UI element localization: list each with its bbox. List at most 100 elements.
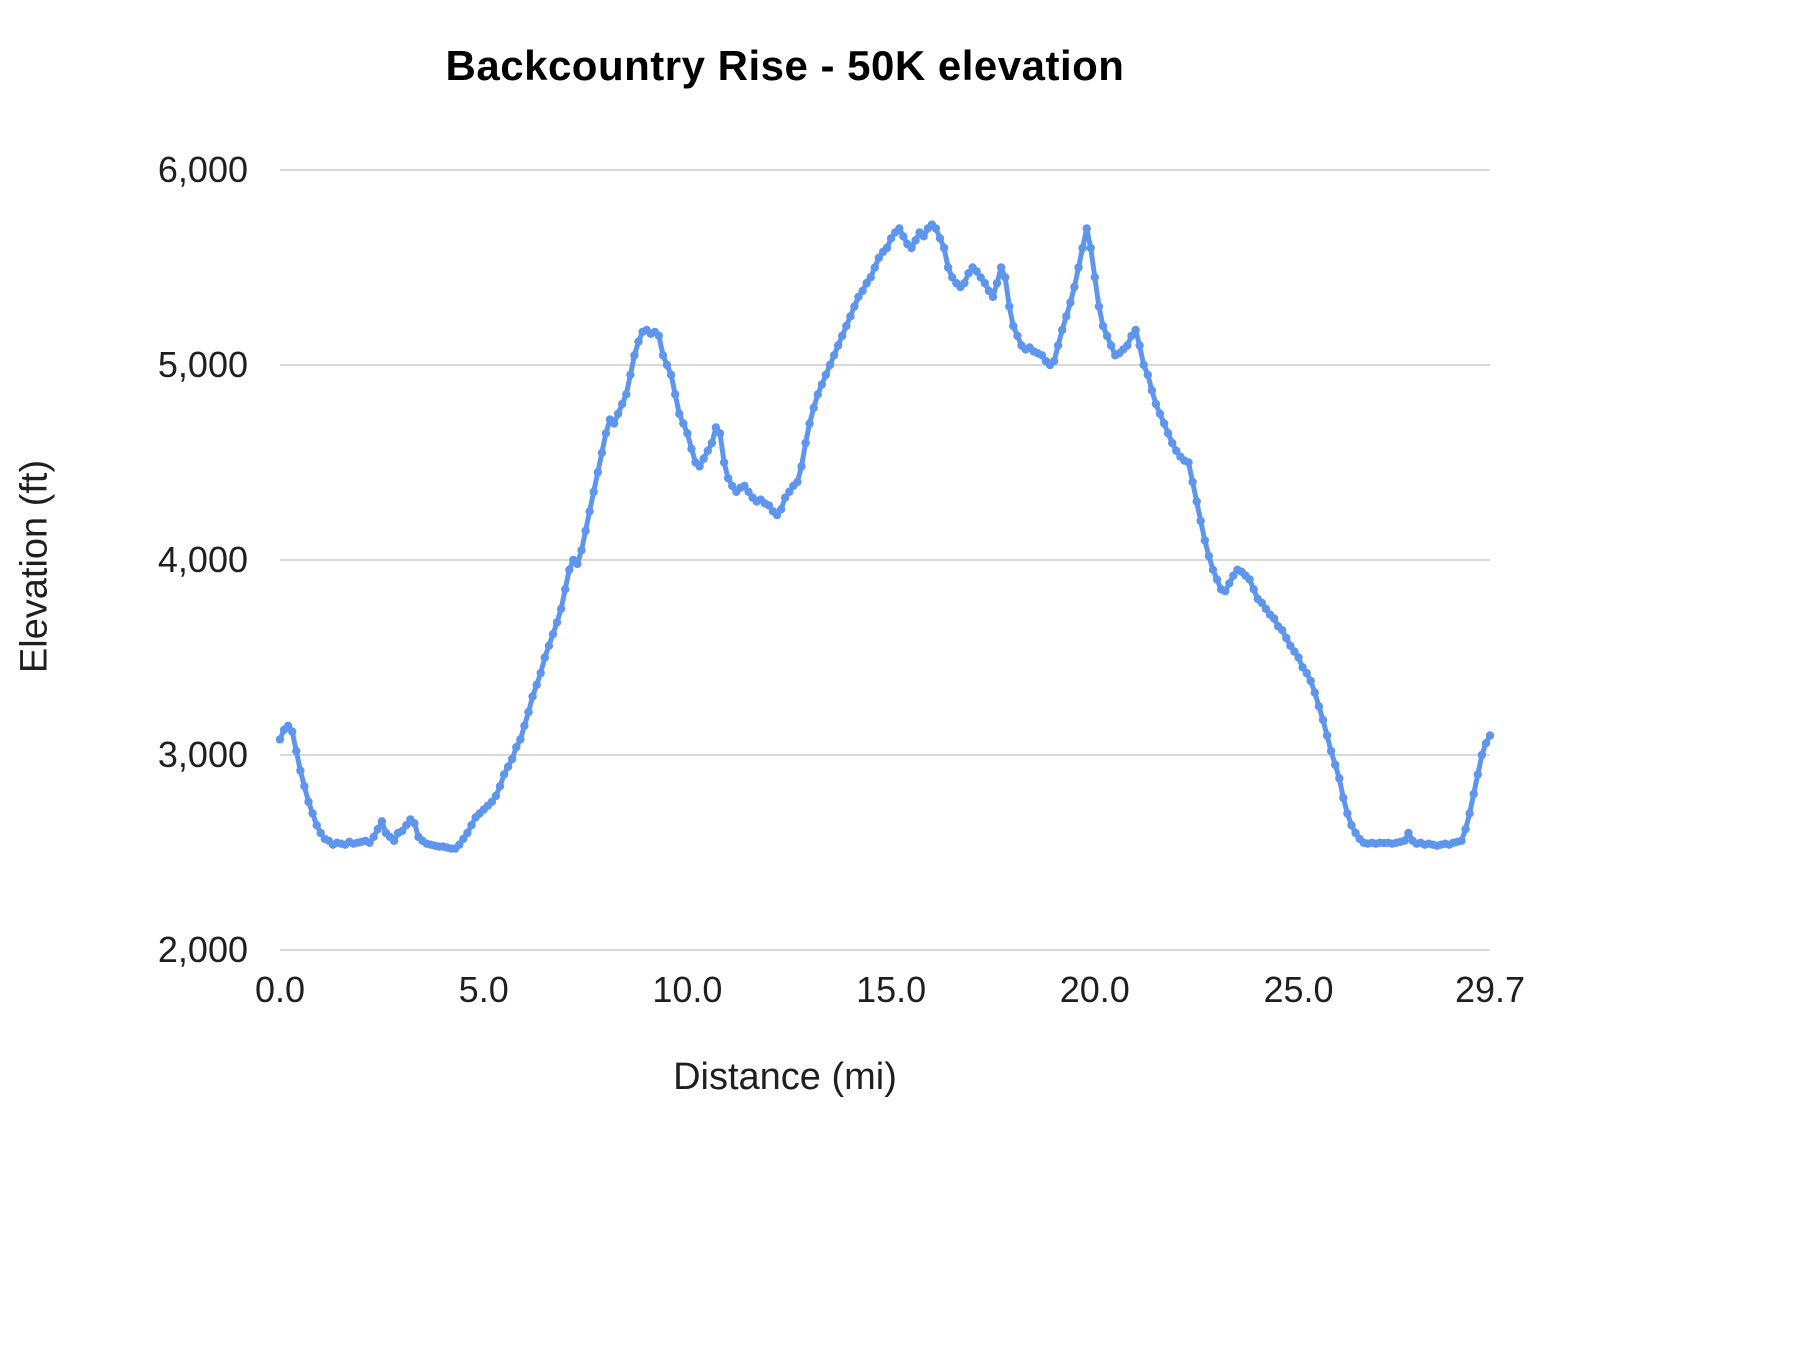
- data-point-marker: [1461, 824, 1470, 834]
- data-point-marker: [508, 754, 517, 764]
- data-point-marker: [1261, 604, 1271, 613]
- data-point-marker: [373, 824, 382, 834]
- data-point-marker: [939, 243, 949, 253]
- data-point-marker: [1196, 516, 1205, 526]
- data-point-marker: [585, 507, 594, 516]
- data-point-marker: [1485, 731, 1495, 740]
- data-point-marker: [772, 510, 782, 520]
- data-point-marker: [833, 341, 843, 350]
- data-point-marker: [402, 821, 411, 830]
- data-point-marker: [1249, 585, 1258, 594]
- data-point-marker: [1347, 821, 1356, 830]
- data-point-marker: [552, 618, 562, 627]
- data-point-marker: [601, 429, 611, 438]
- data-point-marker: [308, 809, 317, 818]
- data-point-marker: [1058, 325, 1067, 335]
- data-point-marker: [1090, 273, 1100, 282]
- data-point-marker: [866, 273, 875, 282]
- data-point-marker: [874, 253, 884, 262]
- data-point-marker: [972, 267, 981, 276]
- data-point-marker: [1204, 551, 1214, 561]
- data-point-marker: [719, 458, 729, 467]
- data-point-marker: [1322, 731, 1332, 740]
- data-point-marker: [1339, 793, 1348, 803]
- data-point-marker: [911, 236, 920, 245]
- data-point-marker: [1168, 438, 1177, 448]
- data-point-marker: [1208, 565, 1218, 574]
- data-point-marker: [740, 481, 749, 491]
- data-point-marker: [459, 834, 468, 844]
- data-point-marker: [679, 419, 688, 428]
- data-point-marker: [288, 727, 297, 736]
- data-point-marker: [398, 826, 407, 836]
- data-point-marker: [858, 286, 867, 296]
- data-point-marker: [1094, 302, 1104, 311]
- data-point-marker: [728, 481, 737, 491]
- data-point-marker: [960, 278, 969, 288]
- data-point-marker: [838, 331, 847, 340]
- data-point-marker: [1404, 828, 1413, 838]
- data-point-marker: [658, 351, 668, 360]
- data-point-marker: [711, 423, 721, 432]
- data-point-marker: [699, 454, 708, 463]
- data-point-marker: [1053, 341, 1063, 350]
- data-point-marker: [540, 653, 549, 662]
- data-point-marker: [976, 273, 985, 282]
- data-point-marker: [1294, 653, 1303, 662]
- data-point-marker: [365, 838, 374, 847]
- data-point-marker: [1335, 774, 1344, 783]
- x-tick-label: 25.0: [1263, 969, 1333, 1010]
- data-point-marker: [797, 462, 806, 471]
- data-point-marker: [988, 292, 998, 301]
- y-tick-label: 3,000: [158, 734, 248, 775]
- data-point-marker: [544, 641, 554, 650]
- data-point-marker: [1001, 273, 1010, 282]
- x-tick-label: 5.0: [459, 969, 509, 1010]
- data-point-marker: [854, 292, 863, 301]
- data-point-marker: [996, 263, 1006, 272]
- data-point-marker: [1074, 263, 1083, 272]
- data-point-marker: [1127, 331, 1136, 340]
- data-point-marker: [666, 370, 676, 379]
- data-point-marker: [1298, 663, 1307, 672]
- data-point-marker: [1245, 575, 1254, 584]
- data-point-marker: [687, 444, 696, 454]
- data-point-marker: [662, 360, 672, 370]
- data-point-marker: [1143, 370, 1153, 379]
- data-point-marker: [1192, 497, 1201, 506]
- data-point-marker: [809, 403, 818, 413]
- data-point-marker: [931, 224, 941, 233]
- data-point-marker: [744, 487, 753, 496]
- data-point-marker: [1098, 321, 1108, 331]
- data-point-marker: [817, 380, 827, 389]
- data-point-marker: [1282, 633, 1291, 643]
- x-tick-label: 29.7: [1455, 969, 1525, 1010]
- data-point-marker: [1310, 688, 1320, 697]
- data-point-marker: [1172, 446, 1181, 455]
- data-point-marker: [1049, 356, 1059, 366]
- data-point-marker: [630, 351, 639, 360]
- data-point-marker: [703, 446, 712, 455]
- data-point-marker: [1066, 298, 1075, 307]
- data-point-marker: [622, 390, 631, 399]
- data-point-marker: [634, 337, 643, 346]
- data-point-marker: [1086, 243, 1095, 253]
- data-point-marker: [312, 821, 321, 830]
- y-tick-label: 4,000: [158, 539, 248, 580]
- data-point-marker: [626, 370, 635, 379]
- data-point-marker: [613, 409, 623, 418]
- data-point-marker: [671, 390, 680, 399]
- y-tick-label: 2,000: [158, 929, 248, 970]
- data-point-marker: [1212, 575, 1222, 584]
- data-point-marker: [1229, 571, 1238, 580]
- data-point-marker: [292, 746, 301, 756]
- data-point-marker: [609, 419, 619, 428]
- data-point-marker: [369, 832, 378, 842]
- data-point-marker: [377, 817, 387, 826]
- data-point-marker: [499, 770, 509, 779]
- data-point-marker: [764, 501, 774, 510]
- data-point-marker: [695, 462, 704, 471]
- data-point-marker: [964, 269, 973, 278]
- data-point-marker: [503, 762, 513, 771]
- data-point-marker: [805, 419, 814, 428]
